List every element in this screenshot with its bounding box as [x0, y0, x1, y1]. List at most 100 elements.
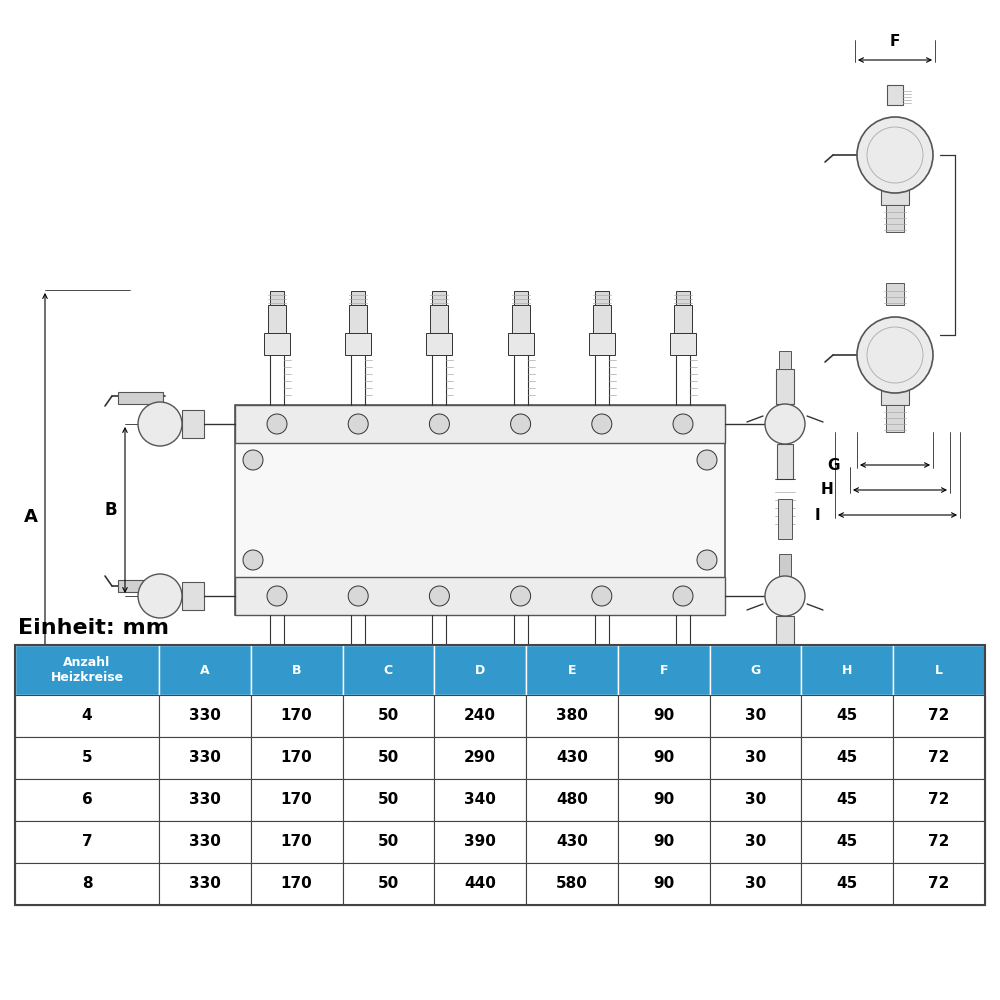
Ellipse shape — [587, 650, 617, 664]
Text: E: E — [475, 822, 485, 836]
Bar — [343, 657, 373, 697]
Bar — [618, 863, 710, 905]
Bar — [893, 645, 985, 695]
Bar — [434, 645, 526, 695]
Text: 45: 45 — [837, 792, 858, 808]
Circle shape — [592, 586, 612, 606]
Text: 45: 45 — [837, 750, 858, 766]
Circle shape — [673, 586, 693, 606]
Bar — [432, 730, 446, 747]
Bar — [118, 392, 163, 404]
Text: 90: 90 — [653, 708, 674, 724]
Text: 580: 580 — [556, 876, 588, 892]
Bar — [777, 444, 793, 479]
Bar — [618, 821, 710, 863]
Text: F: F — [660, 664, 668, 676]
Bar — [512, 305, 530, 333]
Circle shape — [697, 550, 717, 570]
Text: 330: 330 — [189, 750, 221, 766]
Bar — [159, 645, 251, 695]
Bar — [270, 730, 284, 747]
Bar — [426, 333, 452, 355]
Text: 72: 72 — [928, 834, 950, 850]
Bar — [15, 821, 159, 863]
Text: Einheit: mm: Einheit: mm — [18, 618, 169, 638]
Bar — [159, 821, 251, 863]
Bar — [268, 305, 286, 333]
Text: Anzahl
Heizkreise: Anzahl Heizkreise — [50, 656, 124, 684]
Bar — [15, 695, 159, 737]
Text: F: F — [890, 34, 900, 49]
Text: G: G — [750, 664, 761, 676]
Text: H: H — [821, 483, 833, 497]
Circle shape — [138, 574, 182, 618]
Text: 330: 330 — [189, 876, 221, 892]
Bar — [434, 737, 526, 779]
Bar — [251, 863, 343, 905]
Circle shape — [673, 414, 693, 434]
Bar — [587, 657, 617, 697]
Text: 8: 8 — [82, 876, 92, 892]
Text: A: A — [24, 508, 38, 526]
Text: 240: 240 — [464, 708, 496, 724]
Text: 30: 30 — [745, 708, 766, 724]
Bar — [526, 737, 618, 779]
Bar — [343, 821, 434, 863]
Bar — [429, 697, 449, 730]
Bar — [593, 305, 611, 333]
Bar — [235, 577, 725, 615]
Text: H: H — [842, 664, 853, 676]
Text: 72: 72 — [928, 792, 950, 808]
Text: 4: 4 — [82, 708, 92, 724]
Bar — [424, 657, 454, 697]
Bar — [526, 645, 618, 695]
Bar — [676, 730, 690, 747]
Text: 30: 30 — [745, 876, 766, 892]
Bar — [670, 333, 696, 355]
Bar — [776, 369, 794, 404]
Circle shape — [857, 117, 933, 193]
Text: 72: 72 — [928, 750, 950, 766]
Ellipse shape — [506, 650, 536, 664]
Bar — [343, 645, 434, 695]
Text: 72: 72 — [928, 708, 950, 724]
Bar — [182, 582, 204, 610]
Bar — [710, 863, 801, 905]
Bar — [618, 779, 710, 821]
Bar — [886, 405, 904, 432]
Bar — [506, 657, 536, 697]
Bar — [676, 291, 690, 305]
Text: I: I — [814, 508, 820, 522]
Text: 45: 45 — [837, 834, 858, 850]
Text: 30: 30 — [745, 834, 766, 850]
Bar — [618, 737, 710, 779]
Text: 290: 290 — [464, 750, 496, 766]
Bar — [343, 863, 434, 905]
Bar — [710, 779, 801, 821]
Circle shape — [511, 586, 531, 606]
Text: 90: 90 — [653, 792, 674, 808]
Bar — [779, 554, 791, 576]
Text: B: B — [105, 501, 117, 519]
Text: 430: 430 — [556, 750, 588, 766]
Bar — [159, 695, 251, 737]
Bar — [345, 333, 371, 355]
Bar — [351, 730, 365, 747]
Circle shape — [429, 586, 449, 606]
Bar — [886, 205, 904, 232]
Bar — [595, 730, 609, 747]
Text: 90: 90 — [653, 876, 674, 892]
Bar — [251, 779, 343, 821]
Bar — [251, 737, 343, 779]
Bar — [592, 697, 612, 730]
Bar — [595, 291, 609, 305]
Text: 170: 170 — [281, 750, 313, 766]
Text: 170: 170 — [281, 708, 313, 724]
Bar — [514, 730, 528, 747]
Bar — [251, 695, 343, 737]
Bar — [893, 737, 985, 779]
Text: 330: 330 — [189, 834, 221, 850]
Bar — [270, 291, 284, 305]
Ellipse shape — [424, 650, 454, 664]
Bar — [508, 333, 534, 355]
